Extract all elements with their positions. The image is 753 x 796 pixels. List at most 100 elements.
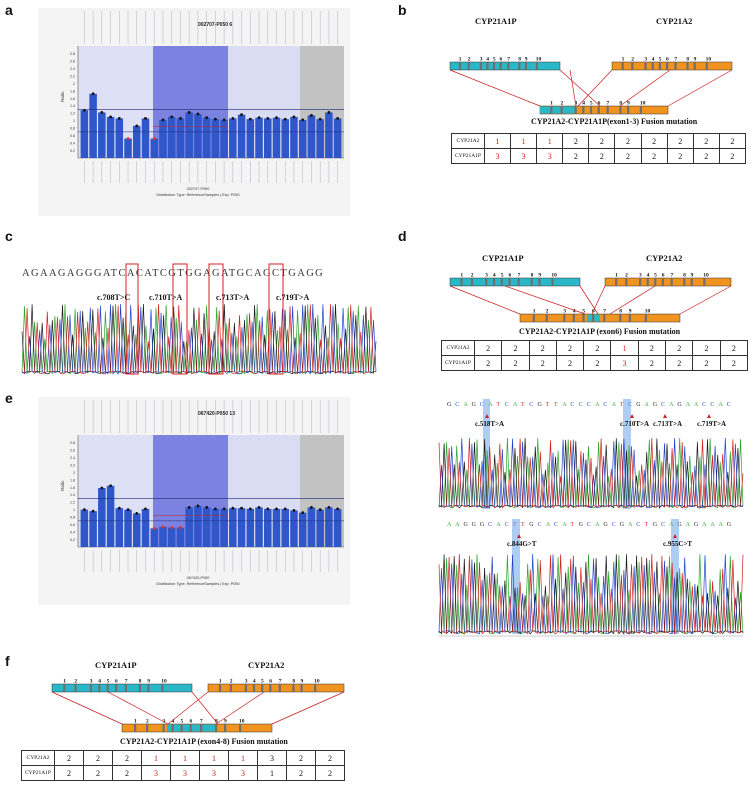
gene1-label-d: CYP21A1P xyxy=(482,253,524,263)
table-cell: 1 xyxy=(141,750,171,766)
bar-1 xyxy=(89,511,97,547)
arrow-icon xyxy=(707,414,711,418)
fusion-exon-label: 1 xyxy=(533,309,536,315)
gene1-exon-label: 1 xyxy=(459,57,462,63)
fusion-exon-label: 9 xyxy=(224,719,227,725)
gene2-exon-label: 4 xyxy=(647,273,650,279)
x-label-2: Distribution Type: ReferenceSamples | Ex… xyxy=(156,193,239,197)
chromatogram-c-trace-3 xyxy=(21,303,377,375)
gene1-exon-1 xyxy=(74,684,77,692)
gene1-exon-label: 6 xyxy=(500,57,503,63)
bar-point-11 xyxy=(179,526,182,529)
bar-19 xyxy=(246,508,255,547)
fusion-exon-label: 8 xyxy=(215,719,218,725)
crossover-line-1 xyxy=(107,691,169,725)
bottom-seq-base: G xyxy=(579,522,584,528)
bar-point-17 xyxy=(231,506,235,510)
y-tick-label: 0.8 xyxy=(70,127,75,131)
bar-20 xyxy=(255,117,263,158)
gene2-exon-0 xyxy=(218,684,222,692)
fusion-exon-8 xyxy=(627,106,630,114)
mutation-label-top-1: c.710T>A xyxy=(620,420,649,428)
bottom-seq-base: G xyxy=(472,522,477,528)
gene2-exon-5 xyxy=(666,62,669,70)
bar-point-7 xyxy=(144,507,147,511)
gene1-exon-3 xyxy=(492,278,496,286)
bar-7 xyxy=(141,118,150,158)
top-seq-base: C xyxy=(603,402,607,408)
y-tick-label: 2.4 xyxy=(70,456,75,460)
bar-17 xyxy=(229,118,237,158)
bar-point-6 xyxy=(135,512,139,515)
top-seq-base: T xyxy=(496,402,500,408)
gene2-exon-label: 10 xyxy=(314,679,320,685)
bottom-seq-base: T xyxy=(644,522,648,528)
fusion-exon-1 xyxy=(146,724,149,732)
top-seq-base: A xyxy=(612,402,617,408)
bar-5 xyxy=(124,509,132,547)
bar-6 xyxy=(133,513,141,547)
fusion-exon-label: 2 xyxy=(146,719,149,725)
gene2-label-d: CYP21A2 xyxy=(646,253,683,263)
mlpa-chart-e-frame: 2.8 2.6 2.4 2.2 2 1.8 1.6 1.4 1.2 1 0.8 0.6 0.4 0.2 Ra… xyxy=(38,397,350,605)
bar-point-6 xyxy=(135,124,139,128)
gene1-exon-label: 3 xyxy=(90,679,93,685)
top-seq-base: G xyxy=(677,402,682,408)
row-label: CYP21A2 xyxy=(451,133,485,149)
table-cell: 2 xyxy=(637,340,667,356)
gene2-exon-label: 5 xyxy=(261,679,264,685)
bar-point-16 xyxy=(222,118,226,122)
fusion-exon-5 xyxy=(189,724,192,732)
fusion-exon-label: 6 xyxy=(598,101,601,107)
crossover-line-2 xyxy=(579,285,599,315)
gene2-exon-3 xyxy=(651,62,654,70)
y-axis-label: Ratio xyxy=(60,480,65,491)
table-cell: 2 xyxy=(640,133,668,149)
fusion-exon-0 xyxy=(532,314,535,322)
gene2-exon-9 xyxy=(703,278,706,286)
table-cell: 2 xyxy=(666,133,694,149)
bottom-seq-base: T xyxy=(521,522,525,528)
bar-point-18 xyxy=(240,113,243,117)
bottom-seq-base: A xyxy=(496,522,501,528)
top-seq-base: C xyxy=(505,402,509,408)
bottom-seq-base: C xyxy=(505,522,509,528)
table-cell: 2 xyxy=(112,765,142,781)
table-cell: 2 xyxy=(637,355,667,371)
table-cell: 2 xyxy=(719,340,749,356)
bar-point-29 xyxy=(336,117,340,120)
gene2-exon-label: 10 xyxy=(706,57,712,63)
top-seq-base: T xyxy=(521,402,525,408)
gene2-exon-9 xyxy=(314,684,317,692)
top-seq-base: C xyxy=(702,402,706,408)
table-cell: 3 xyxy=(199,765,229,781)
table-cell: 3 xyxy=(610,355,639,371)
gene2-exon-label: 7 xyxy=(671,273,674,279)
gene2-exon-label: 7 xyxy=(674,57,677,63)
y-tick-label: 1.8 xyxy=(70,478,75,482)
bottom-seq-base: C xyxy=(538,522,542,528)
gene1-exon-label: 3 xyxy=(480,57,483,63)
crossover-line-0 xyxy=(449,69,541,107)
bar-23 xyxy=(281,508,289,547)
table-cell: 1 xyxy=(610,340,639,356)
bottom-seq-base: G xyxy=(727,522,732,528)
bottom-seq-base: G xyxy=(620,522,625,528)
bar-point-2 xyxy=(100,111,104,114)
table-cell: 2 xyxy=(112,750,142,766)
fusion-caption-f: CYP21A2-CYP21A1P (exon4-8) Fusion mutati… xyxy=(120,737,288,746)
arrow-icon xyxy=(485,414,489,418)
chromatogram-e-bottom-trace-2 xyxy=(438,553,744,635)
crossover-line-0 xyxy=(449,285,521,315)
y-tick-label: 1.2 xyxy=(70,501,75,505)
bar-point-22 xyxy=(275,116,278,120)
y-tick-label: 1.2 xyxy=(70,112,75,116)
gene2-exon-label: 8 xyxy=(292,679,295,685)
bar-15 xyxy=(211,119,220,158)
bar-point-29 xyxy=(336,507,340,511)
bar-11 xyxy=(176,527,185,547)
top-seq-base: A xyxy=(562,402,567,408)
y-tick-label: 2.2 xyxy=(70,74,75,78)
bar-point-27 xyxy=(318,117,322,121)
gene2-bar xyxy=(611,61,733,71)
